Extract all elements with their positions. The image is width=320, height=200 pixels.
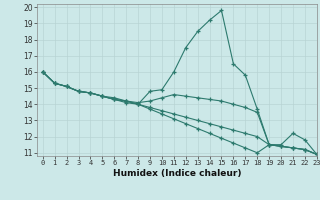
X-axis label: Humidex (Indice chaleur): Humidex (Indice chaleur): [113, 169, 241, 178]
